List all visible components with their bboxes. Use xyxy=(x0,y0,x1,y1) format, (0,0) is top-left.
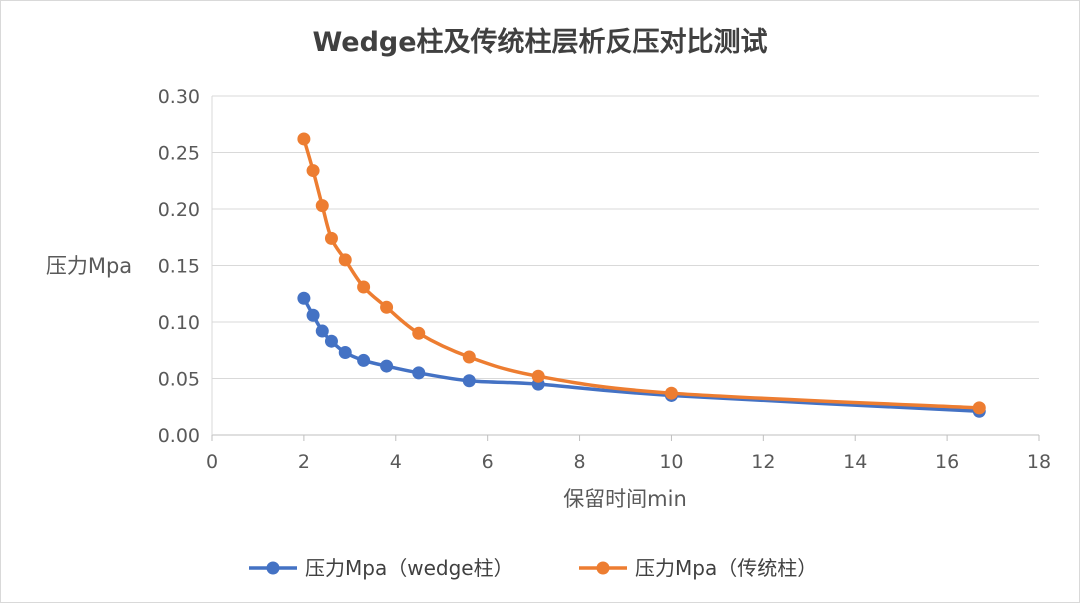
series-layer xyxy=(297,132,986,418)
x-tick-label: 4 xyxy=(390,451,402,473)
legend-item: 压力Mpa（传统柱） xyxy=(579,556,817,580)
x-tick-label: 6 xyxy=(482,451,494,473)
x-tick-label: 16 xyxy=(935,451,959,473)
y-tick-label: 0.20 xyxy=(158,199,200,221)
data-point xyxy=(412,326,426,340)
legend-marker xyxy=(596,561,610,575)
data-point xyxy=(412,366,426,380)
series-line xyxy=(302,137,982,410)
data-point xyxy=(338,346,352,360)
data-point xyxy=(324,334,338,348)
x-tick-label: 18 xyxy=(1027,451,1051,473)
chart-title: Wedge柱及传统柱层析反压对比测试 xyxy=(312,26,767,58)
y-tick-label: 0.05 xyxy=(158,369,200,391)
legend-label: 压力Mpa（wedge柱） xyxy=(305,556,514,580)
legend: 压力Mpa（wedge柱） 压力Mpa（传统柱） xyxy=(249,556,817,580)
data-point xyxy=(462,374,476,388)
data-point xyxy=(306,308,320,322)
data-point xyxy=(297,291,311,305)
data-point xyxy=(297,132,311,146)
x-tick-label: 0 xyxy=(206,451,218,473)
data-point xyxy=(315,199,329,213)
y-tick-label: 0.00 xyxy=(158,425,200,447)
y-axis-title: 压力Mpa xyxy=(46,254,132,278)
data-point xyxy=(531,369,545,383)
data-point xyxy=(462,350,476,364)
data-point xyxy=(972,401,986,415)
series-2 xyxy=(297,132,986,415)
x-tick-label: 14 xyxy=(843,451,867,473)
data-point xyxy=(338,253,352,267)
x-tick-label: 10 xyxy=(659,451,683,473)
x-axis-title: 保留时间min xyxy=(563,487,687,511)
series-1 xyxy=(297,291,986,418)
x-tick-label: 2 xyxy=(298,451,310,473)
legend-label: 压力Mpa（传统柱） xyxy=(635,556,817,580)
data-point xyxy=(664,386,678,400)
axes: 0.00 0.05 0.10 0.15 0.20 0.25 0.30 0 2 4 6 8 10 12 14 1… xyxy=(158,86,1051,473)
data-point xyxy=(380,359,394,373)
series-line xyxy=(302,296,982,414)
x-tick-label: 12 xyxy=(751,451,775,473)
y-tick-label: 0.30 xyxy=(158,86,200,108)
data-point xyxy=(380,300,394,314)
legend-item: 压力Mpa（wedge柱） xyxy=(249,556,514,580)
y-tick-label: 0.25 xyxy=(158,143,200,165)
x-tick-label: 8 xyxy=(574,451,586,473)
y-tick-label: 0.10 xyxy=(158,312,200,334)
data-point xyxy=(324,231,338,245)
legend-marker xyxy=(266,561,280,575)
y-tick-label: 0.15 xyxy=(158,256,200,278)
data-point xyxy=(306,164,320,178)
data-point xyxy=(357,280,371,294)
data-point xyxy=(357,353,371,367)
data-point xyxy=(315,324,329,338)
